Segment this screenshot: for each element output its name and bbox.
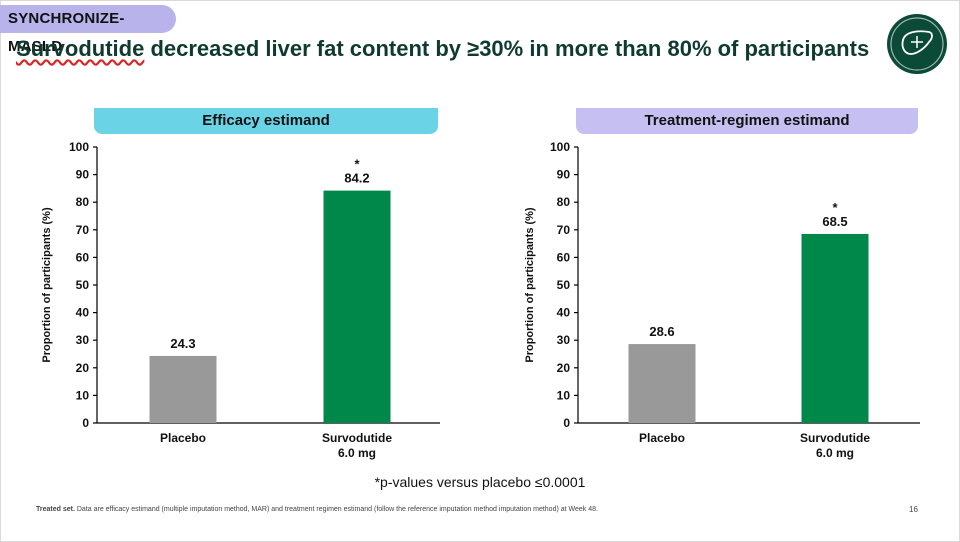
category-label: Survodutide [322, 431, 392, 445]
treatment-regimen-estimand-header: Treatment-regimen estimand [576, 108, 918, 134]
y-tick-label: 90 [76, 168, 90, 182]
y-axis-label: Proportion of participants (%) [524, 207, 536, 363]
significance-asterisk: * [354, 157, 360, 172]
category-label: Placebo [639, 431, 685, 445]
y-tick-label: 10 [76, 388, 90, 402]
y-tick-label: 10 [557, 388, 571, 402]
bar [323, 190, 391, 423]
y-tick-label: 0 [82, 416, 89, 430]
data-label: 68.5 [822, 214, 847, 229]
y-tick-label: 50 [76, 278, 90, 292]
category-label: 6.0 mg [816, 446, 854, 460]
y-tick-label: 30 [76, 333, 90, 347]
y-tick-label: 90 [557, 168, 571, 182]
category-label: Survodutide [800, 431, 870, 445]
y-tick-label: 70 [76, 223, 90, 237]
efficacy-estimand-header: Efficacy estimand [94, 108, 438, 134]
study-tag: SYNCHRONIZE-MASLD [0, 5, 176, 55]
y-tick-label: 0 [563, 416, 570, 430]
y-tick-label: 100 [550, 140, 570, 154]
y-tick-label: 20 [76, 361, 90, 375]
data-label: 24.3 [170, 336, 195, 351]
footer-text: Data are efficacy estimand (multiple imp… [74, 506, 598, 513]
significance-asterisk: * [832, 200, 838, 215]
y-axis-label: Proportion of participants (%) [41, 207, 53, 363]
bar [801, 233, 869, 423]
y-tick-label: 100 [69, 140, 89, 154]
title-text: decreased liver fat content by ≥30% in m… [144, 36, 870, 61]
bar [149, 355, 217, 423]
y-tick-label: 40 [76, 306, 90, 320]
data-label: 84.2 [344, 171, 369, 186]
y-tick-label: 60 [557, 250, 571, 264]
liver-icon [887, 14, 947, 74]
category-label: Placebo [160, 431, 206, 445]
y-tick-label: 80 [557, 195, 571, 209]
y-tick-label: 80 [76, 195, 90, 209]
slide-title: Survodutide decreased liver fat content … [16, 36, 869, 62]
page-number: 16 [909, 505, 918, 514]
y-tick-label: 70 [557, 223, 571, 237]
data-label: 28.6 [649, 324, 674, 339]
category-label: 6.0 mg [338, 446, 376, 460]
y-tick-label: 40 [557, 306, 571, 320]
bar [628, 344, 696, 423]
footer-bold: Treated set. [36, 506, 75, 513]
footer-note: Treated set. Data are efficacy estimand … [36, 506, 598, 513]
significance-footnote: *p-values versus placebo ≤0.0001 [374, 474, 586, 490]
y-tick-label: 60 [76, 250, 90, 264]
title-drug-name: Survodutide [16, 36, 145, 61]
y-tick-label: 20 [557, 361, 571, 375]
y-tick-label: 50 [557, 278, 571, 292]
y-tick-label: 30 [557, 333, 571, 347]
